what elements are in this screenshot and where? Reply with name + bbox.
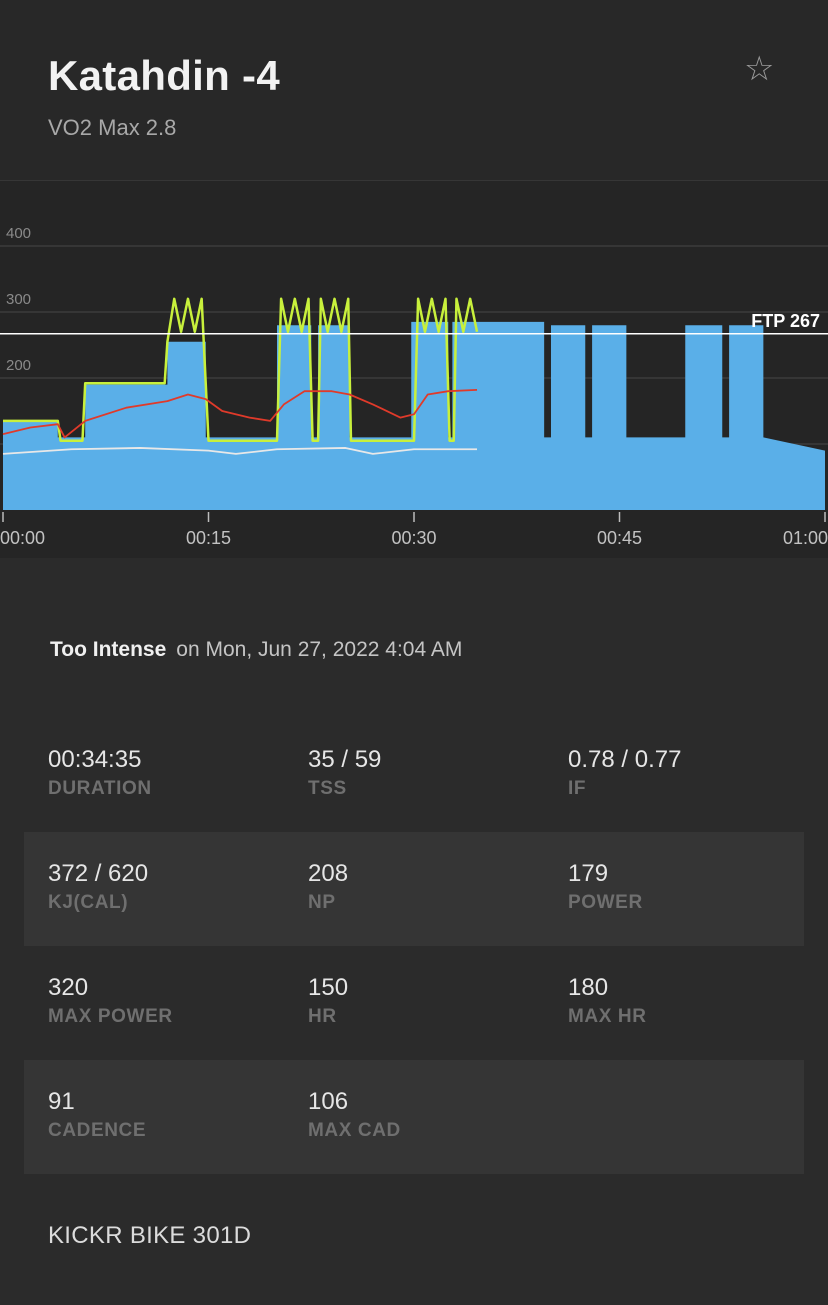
- stat-label: HR: [308, 1006, 337, 1027]
- stat-value: 91: [48, 1088, 75, 1115]
- star-icon[interactable]: ☆: [744, 50, 775, 88]
- stat-value: 372 / 620: [48, 860, 149, 887]
- stats-row: 00:34:35 DURATION 35 / 59 TSS 0.78 / 0.77 I…: [24, 718, 804, 832]
- rating-date: on Mon, Jun 27, 2022 4:04 AM: [176, 638, 463, 661]
- y-tick-label: 200: [6, 357, 31, 374]
- stat-label: DURATION: [48, 778, 152, 799]
- stat-value: 150: [308, 974, 349, 1001]
- stat-value: 00:34:35: [48, 746, 142, 773]
- stat-label: IF: [568, 778, 587, 799]
- rating-label: Too Intense: [50, 638, 167, 661]
- workout-rating: Too Intense on Mon, Jun 27, 2022 4:04 AM: [50, 638, 462, 662]
- stat-label: CADENCE: [48, 1120, 147, 1141]
- stat-value: 35 / 59: [308, 746, 382, 773]
- power-chart: FTP 26750040030020000:0000:1500:3000:450…: [0, 180, 828, 558]
- stat-duration: 00:34:35 DURATION: [48, 746, 152, 800]
- stat-label: NP: [308, 892, 336, 913]
- x-tick-label: 00:30: [391, 528, 436, 548]
- stat-max-hr: 180 MAX HR: [568, 974, 647, 1028]
- stats-row: 372 / 620 KJ(CAL) 208 NP 179 POWER: [24, 832, 804, 946]
- stat-value: 180: [568, 974, 609, 1001]
- stats-grid: 00:34:35 DURATION 35 / 59 TSS 0.78 / 0.77 I…: [24, 718, 804, 1174]
- workout-title: Katahdin -4: [48, 52, 280, 99]
- stat-value: 208: [308, 860, 349, 887]
- y-tick-label: 300: [6, 291, 31, 308]
- stat-if: 0.78 / 0.77 IF: [568, 746, 681, 800]
- y-tick-label: 400: [6, 225, 31, 242]
- power-series-line: [3, 297, 479, 442]
- stats-row: 320 MAX POWER 150 HR 180 MAX HR: [24, 946, 804, 1060]
- stat-label: TSS: [308, 778, 347, 799]
- stat-tss: 35 / 59 TSS: [308, 746, 381, 800]
- stat-value: 0.78 / 0.77: [568, 746, 682, 773]
- stat-label: POWER: [568, 892, 643, 913]
- stat-hr: 150 HR: [308, 974, 348, 1028]
- device-name: KICKR BIKE 301D: [48, 1222, 252, 1249]
- heart-rate-series-line: [2, 388, 478, 439]
- stat-max-cad: 106 MAX CAD: [308, 1088, 401, 1142]
- x-tick-label: 00:15: [186, 528, 231, 548]
- workout-subtitle: VO2 Max 2.8: [48, 115, 177, 140]
- stat-value: 320: [48, 974, 89, 1001]
- stat-power: 179 POWER: [568, 860, 643, 914]
- ftp-label: FTP 267: [751, 311, 820, 331]
- cadence-series-line: [2, 447, 478, 455]
- stat-label: MAX POWER: [48, 1006, 173, 1027]
- power-chart-svg: FTP 26750040030020000:0000:1500:3000:450…: [0, 180, 828, 558]
- stat-max-power: 320 MAX POWER: [48, 974, 173, 1028]
- stat-cadence: 91 CADENCE: [48, 1088, 146, 1142]
- stats-row: 91 CADENCE 106 MAX CAD: [24, 1060, 804, 1174]
- stat-np: 208 NP: [308, 860, 348, 914]
- x-tick-label: 00:00: [0, 528, 45, 548]
- stat-label: KJ(CAL): [48, 892, 129, 913]
- stat-value: 106: [308, 1088, 349, 1115]
- stat-label: MAX HR: [568, 1006, 647, 1027]
- stat-value: 179: [568, 860, 609, 887]
- workout-header: Katahdin -4 VO2 Max 2.8 ☆: [0, 0, 828, 180]
- stat-kj: 372 / 620 KJ(CAL): [48, 860, 148, 914]
- x-tick-label: 00:45: [597, 528, 642, 548]
- x-tick-label: 01:00: [783, 528, 828, 548]
- stat-label: MAX CAD: [308, 1120, 401, 1141]
- workout-summary: Too Intense on Mon, Jun 27, 2022 4:04 AM …: [0, 558, 828, 1305]
